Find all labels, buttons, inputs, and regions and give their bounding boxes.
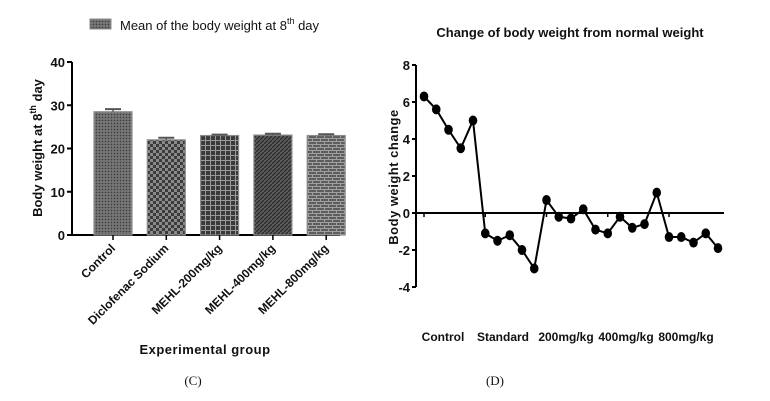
y-axis-title: Body weight at 8th day	[28, 78, 45, 217]
bars	[93, 108, 346, 236]
legend-swatch	[89, 18, 112, 30]
data-point	[713, 243, 723, 254]
series-line	[423, 95, 719, 272]
bar	[146, 139, 186, 236]
data-point	[444, 124, 453, 135]
y-tick-label: -2	[398, 243, 410, 258]
y-axis: -4 -2 0 2 4 6 8	[398, 58, 724, 295]
group-label: 400mg/kg	[598, 330, 653, 344]
x-tick-label: Control	[78, 241, 118, 281]
y-tick-label: -4	[398, 280, 410, 295]
data-point	[493, 235, 502, 246]
data-point	[529, 263, 539, 274]
data-point	[603, 228, 613, 239]
data-point	[627, 222, 637, 233]
y-tick-label: 20	[51, 142, 65, 157]
y-tick-label: 40	[51, 55, 65, 70]
data-point	[542, 195, 551, 206]
data-point	[689, 237, 698, 248]
x-axis-title: Experimental group	[139, 342, 270, 357]
bar	[200, 134, 240, 236]
bar	[93, 111, 133, 236]
data-point	[480, 228, 490, 239]
y-tick-label: 2	[403, 169, 410, 184]
group-label: Standard	[477, 330, 529, 344]
group-label: 800mg/kg	[658, 330, 713, 344]
data-points	[419, 91, 723, 274]
data-point	[468, 115, 478, 126]
series-path	[423, 95, 719, 272]
group-label: 200mg/kg	[538, 330, 593, 344]
y-tick-label: 4	[403, 132, 411, 147]
bar-chart-c: Mean of the body weight at 8th day 0 10 20…	[28, 16, 346, 388]
panel-caption-c: (C)	[184, 373, 201, 388]
chart-title: Change of body weight from normal weight	[436, 25, 704, 40]
data-point	[591, 224, 600, 235]
data-point	[456, 143, 466, 154]
bar	[253, 134, 293, 236]
y-tick-label: 0	[58, 228, 65, 243]
panel-caption-d: (D)	[486, 373, 504, 388]
data-point	[615, 211, 625, 222]
y-tick-label: 0	[403, 206, 410, 221]
y-tick-label: 6	[403, 95, 410, 110]
data-point	[566, 213, 576, 224]
legend: Mean of the body weight at 8th day	[89, 16, 320, 33]
data-point	[652, 187, 662, 198]
data-point	[517, 245, 527, 255]
data-point	[701, 228, 711, 239]
y-tick-label: 10	[51, 185, 65, 200]
y-tick-label: 8	[403, 58, 410, 73]
data-point	[640, 219, 649, 230]
data-point	[505, 230, 515, 241]
bar	[306, 134, 346, 236]
data-point	[419, 91, 429, 102]
data-point	[664, 232, 674, 243]
group-label: Control	[422, 330, 465, 344]
data-point	[554, 211, 564, 222]
line-chart-d: Change of body weight from normal weight…	[386, 25, 724, 388]
data-point	[431, 104, 441, 115]
y-tick-label: 30	[51, 98, 65, 113]
group-labels: Control Standard 200mg/kg 400mg/kg 800mg/kg	[422, 330, 714, 344]
y-axis-title: Body weight change	[386, 109, 401, 244]
data-point	[676, 232, 686, 243]
legend-label: Mean of the body weight at 8th day	[120, 16, 320, 33]
data-point	[578, 204, 588, 215]
